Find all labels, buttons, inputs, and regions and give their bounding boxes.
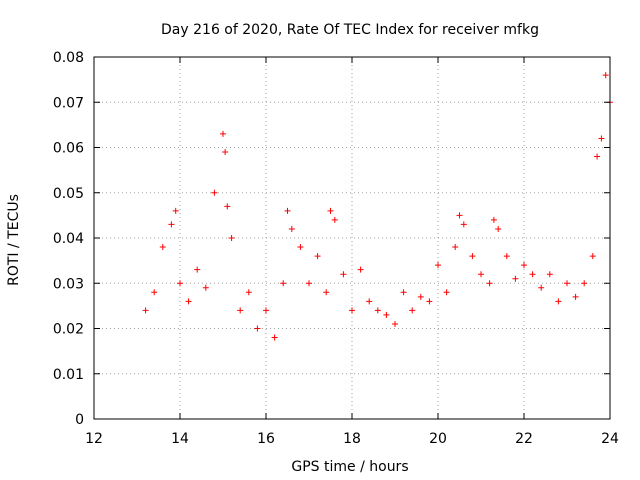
data-point [202, 284, 209, 291]
y-tick-label: 0.06 [53, 141, 84, 157]
data-point [469, 253, 476, 260]
data-point [172, 207, 179, 214]
data-point [194, 266, 201, 273]
data-point [538, 284, 545, 291]
y-tick-label: 0.05 [53, 186, 84, 202]
data-point [349, 307, 355, 314]
grid-layer [94, 57, 610, 419]
data-point [495, 225, 502, 232]
y-tick-label: 0 [75, 412, 84, 428]
data-point [512, 275, 519, 282]
data-point [392, 320, 398, 327]
chart-title: Day 216 of 2020, Rate Of TEC Index for r… [161, 22, 539, 38]
x-tick-label: 14 [171, 431, 189, 447]
data-point [254, 325, 261, 332]
data-point [211, 189, 218, 196]
data-point [224, 203, 231, 210]
data-point [521, 262, 527, 269]
data-point [323, 289, 330, 296]
y-tick-label: 0.04 [53, 231, 84, 247]
data-point [383, 311, 390, 318]
data-point [572, 293, 579, 300]
data-point [443, 289, 450, 296]
data-point [297, 244, 304, 251]
x-tick-label: 18 [343, 431, 361, 447]
data-point [220, 130, 226, 137]
y-tick-label: 0.07 [53, 95, 84, 111]
data-point [357, 266, 364, 273]
data-point [594, 153, 601, 160]
data-point [460, 221, 467, 228]
data-point [490, 216, 497, 223]
x-tick-label: 12 [85, 431, 103, 447]
data-point [185, 298, 192, 305]
data-point [237, 307, 244, 314]
y-tick-label: 0.03 [53, 276, 84, 292]
data-point [228, 235, 235, 241]
x-tick-label: 22 [515, 431, 533, 447]
data-point [598, 135, 605, 142]
data-point [314, 253, 321, 260]
data-point [417, 293, 424, 300]
data-point [288, 225, 295, 232]
data-point [602, 72, 609, 79]
data-point [142, 307, 149, 314]
data-point [177, 280, 183, 287]
data-point [374, 307, 381, 314]
data-point [486, 280, 493, 287]
data-point [564, 280, 570, 287]
x-tick-label: 16 [257, 431, 275, 447]
x-tick-label: 20 [429, 431, 447, 447]
data-point [340, 271, 347, 278]
data-point [222, 149, 229, 156]
data-point [245, 289, 252, 296]
x-axis-label: GPS time / hours [291, 459, 408, 475]
data-point [284, 207, 291, 214]
data-point [159, 244, 166, 251]
data-point [400, 289, 407, 296]
y-tick-label: 0.02 [53, 322, 84, 338]
data-point [478, 271, 484, 278]
data-point [546, 271, 553, 278]
data-point [168, 221, 175, 228]
data-point [456, 212, 463, 219]
data-point [581, 280, 588, 287]
data-point [529, 271, 536, 278]
y-tick-label: 0.08 [53, 50, 84, 66]
data-point [426, 298, 433, 305]
data-point [409, 307, 416, 314]
data-point [435, 262, 441, 269]
data-point [452, 244, 459, 251]
data-point [271, 334, 278, 341]
y-axis-label: ROTI / TECUs [6, 194, 22, 286]
data-point [503, 253, 510, 260]
data-point [589, 253, 596, 260]
data-point [151, 289, 158, 296]
axis-ticks: 12 14 16 18 20 22 24 0 0.01 0.02 0.03 0.04 0.05 0.06 0… [53, 50, 619, 447]
data-point [280, 280, 287, 287]
data-point [327, 207, 334, 214]
data-points [142, 72, 613, 341]
data-point [331, 216, 338, 223]
data-point [366, 298, 373, 305]
y-tick-label: 0.01 [53, 367, 84, 383]
data-point [555, 298, 562, 305]
x-tick-label: 24 [601, 431, 619, 447]
data-point [263, 307, 269, 314]
data-point [306, 280, 312, 287]
